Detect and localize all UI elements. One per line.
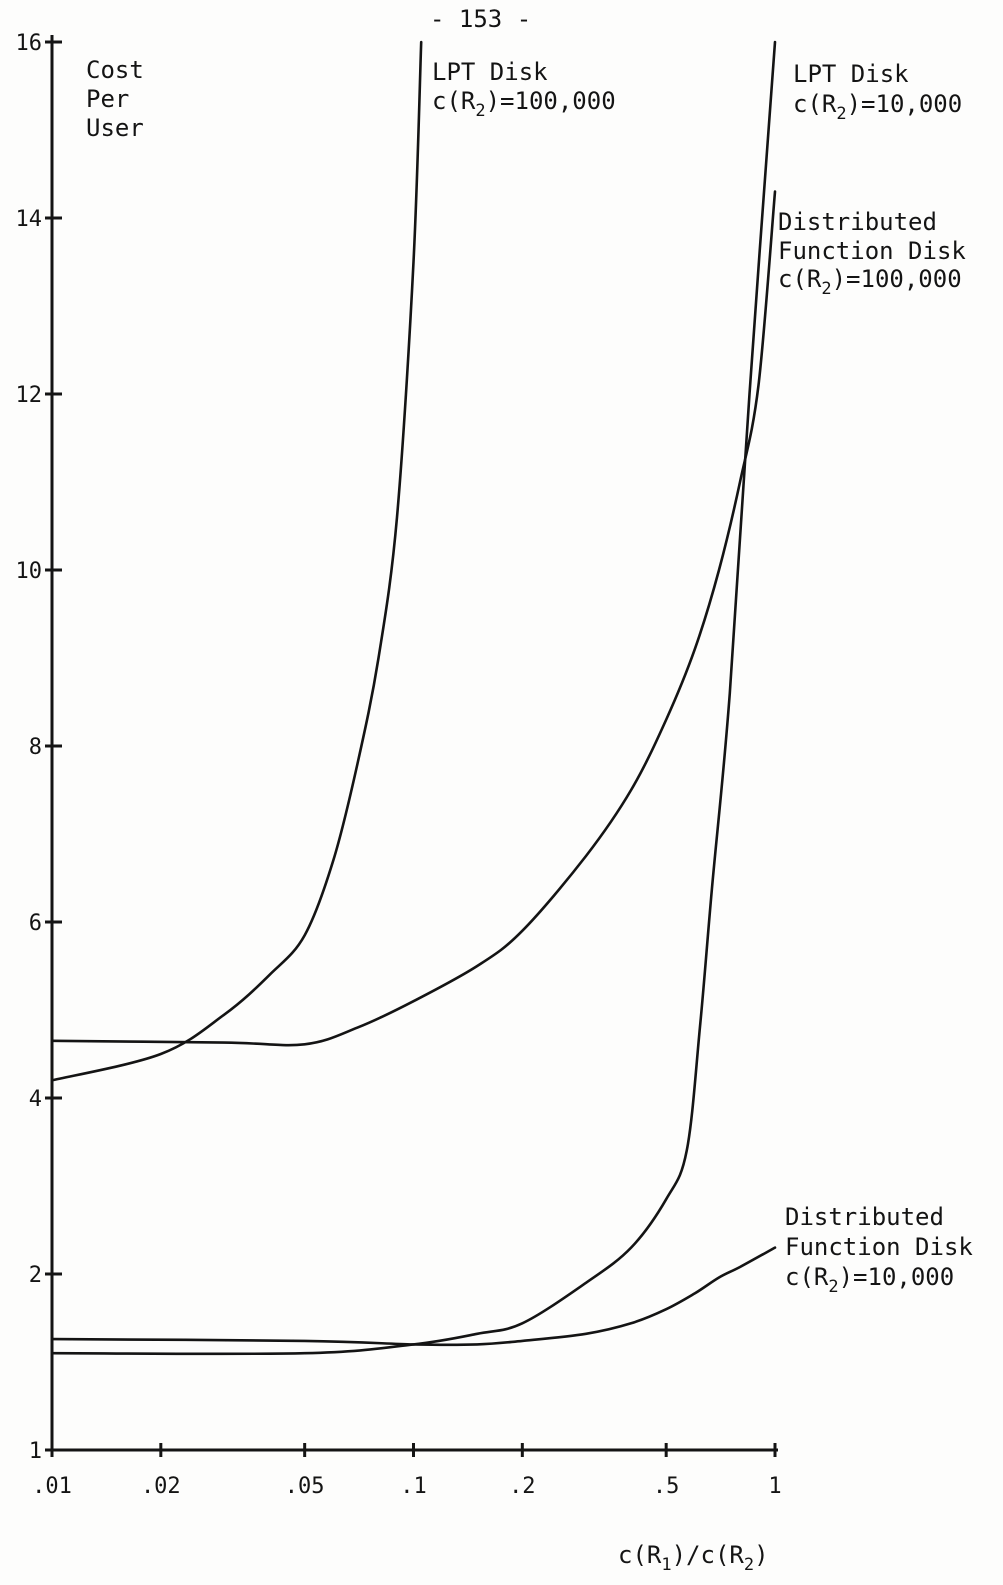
curves (50, 40, 777, 1356)
svg-text:c(R2)=100,000: c(R2)=100,000 (778, 265, 962, 299)
label-dfd-10k-c: c(R (785, 1263, 829, 1291)
x-ticks: .01 .02 .05 .1 .2 .5 1 (32, 1443, 782, 1499)
label-lpt-100k-c: c(R (432, 87, 476, 115)
label-dfd-100k-sub: 2 (821, 279, 831, 299)
y-tick-label: 4 (29, 1087, 42, 1112)
label-dfd-100k-c: c(R (778, 265, 822, 293)
svg-text:c(R2)=100,000: c(R2)=100,000 (432, 87, 616, 121)
label-lpt-10k-rest: )=10,000 (847, 90, 963, 118)
curve-dfd-10k (50, 1246, 777, 1347)
y-axis-label-line3: User (86, 114, 144, 142)
label-dfd-10k-line1: Distributed (785, 1203, 944, 1231)
x-tick-label: .2 (509, 1474, 536, 1499)
label-lpt-100k: LPT Disk c(R2)=100,000 (432, 58, 616, 121)
x-tick-label: .1 (400, 1474, 427, 1499)
label-dfd-100k-line2: Function Disk (778, 237, 966, 265)
label-lpt-10k-sub: 2 (836, 104, 846, 124)
x-axis-label-sub2: 2 (744, 1555, 754, 1575)
curve-dfd-100k (50, 190, 777, 1047)
page-number: - 153 - (430, 5, 531, 33)
label-lpt-100k-rest: )=100,000 (486, 87, 616, 115)
y-tick-label: 14 (16, 207, 43, 232)
label-dfd-10k-rest: )=10,000 (839, 1263, 955, 1291)
y-tick-label: 10 (16, 559, 43, 584)
x-tick-label: .05 (285, 1474, 325, 1499)
label-dfd-10k-line2: Function Disk (785, 1233, 973, 1261)
x-axis-label-mid: )/c(R (672, 1541, 745, 1569)
x-tick-label: 1 (768, 1474, 781, 1499)
x-tick-label: .02 (141, 1474, 181, 1499)
x-axis-label-sub1: 1 (661, 1555, 671, 1575)
x-axis-label-end: ) (754, 1541, 768, 1569)
y-tick-label: 6 (29, 911, 42, 936)
y-tick-label: 8 (29, 735, 42, 760)
y-axis-label-line1: Cost (86, 56, 144, 84)
label-dfd-100k-line1: Distributed (778, 208, 937, 236)
label-lpt-100k-sub: 2 (475, 101, 485, 121)
x-tick-label: .01 (32, 1474, 72, 1499)
x-tick-label: .5 (653, 1474, 680, 1499)
label-lpt-10k-c: c(R (793, 90, 837, 118)
label-lpt-10k-line1: LPT Disk (793, 60, 909, 88)
x-axis-label-c: c(R (618, 1541, 662, 1569)
label-lpt-10k: LPT Disk c(R2)=10,000 (793, 60, 962, 124)
curve-lpt-100k (50, 40, 423, 1082)
label-lpt-100k-line1: LPT Disk (432, 58, 548, 86)
label-dfd-10k-sub: 2 (828, 1277, 838, 1297)
label-dfd-100k: Distributed Function Disk c(R2)=100,000 (778, 208, 966, 299)
svg-text:c(R2)=10,000: c(R2)=10,000 (793, 90, 962, 124)
y-tick-label: 12 (16, 383, 43, 408)
label-dfd-100k-rest: )=100,000 (832, 265, 962, 293)
y-axis-label-line2: Per (86, 85, 129, 113)
y-tick-label: 2 (29, 1263, 42, 1288)
label-dfd-10k: Distributed Function Disk c(R2)=10,000 (785, 1203, 973, 1297)
svg-text:c(R2)=10,000: c(R2)=10,000 (785, 1263, 954, 1297)
x-axis-label: c(R1)/c(R2) (618, 1541, 769, 1575)
y-tick-label: 16 (16, 31, 43, 56)
y-tick-label: 1 (29, 1439, 42, 1464)
